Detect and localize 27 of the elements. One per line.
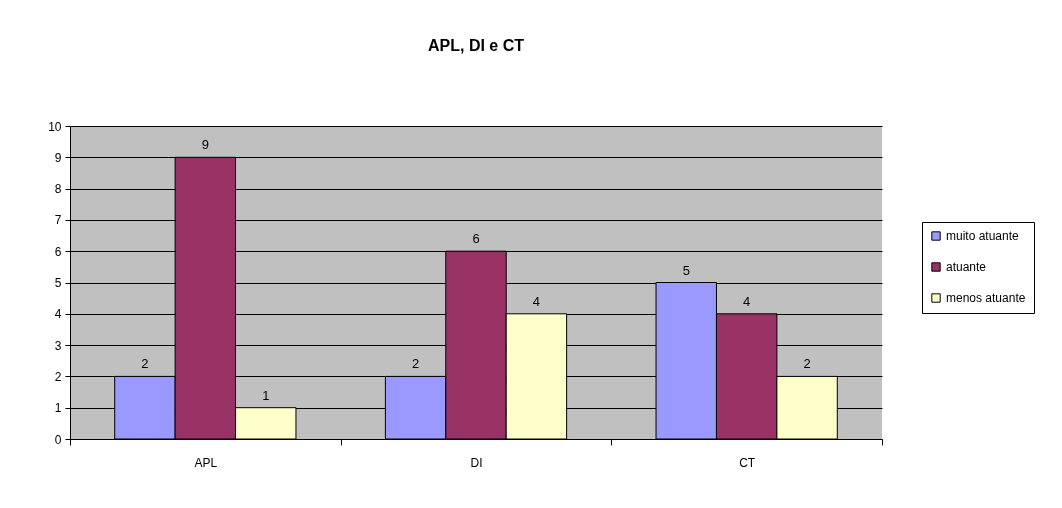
chart-title: APL, DI e CT [427, 37, 525, 54]
y-tick-label: 5 [54, 276, 62, 290]
y-tick-label: 6 [54, 244, 62, 259]
data-label: 9 [201, 137, 209, 153]
y-tick-label: 4 [54, 307, 62, 322]
y-tick-label: 3 [54, 338, 62, 353]
data-label: 6 [472, 231, 480, 247]
y-tick-label: 9 [54, 150, 62, 165]
legend-label: atuante [946, 260, 987, 274]
data-label: 4 [743, 293, 751, 309]
data-label: 4 [532, 293, 541, 309]
y-tick-label: 10 [48, 119, 62, 134]
data-label: 1 [262, 387, 270, 403]
y-tick-label: 2 [54, 369, 62, 384]
y-tick-label: 7 [54, 213, 62, 228]
x-tick-label: APL [194, 455, 218, 470]
data-label: 5 [682, 262, 690, 278]
data-label: 2 [411, 356, 420, 372]
y-tick-label: 0 [54, 432, 62, 447]
data-label: 2 [803, 356, 811, 372]
y-tick-label: 1 [54, 401, 62, 416]
x-tick-label: DI [470, 455, 483, 470]
y-tick-label: 8 [54, 182, 62, 197]
legend-label: menos atuante [946, 291, 1026, 305]
legend-label: muito atuante [946, 229, 1020, 243]
x-tick-label: CT [739, 455, 756, 470]
data-label: 2 [141, 356, 149, 372]
